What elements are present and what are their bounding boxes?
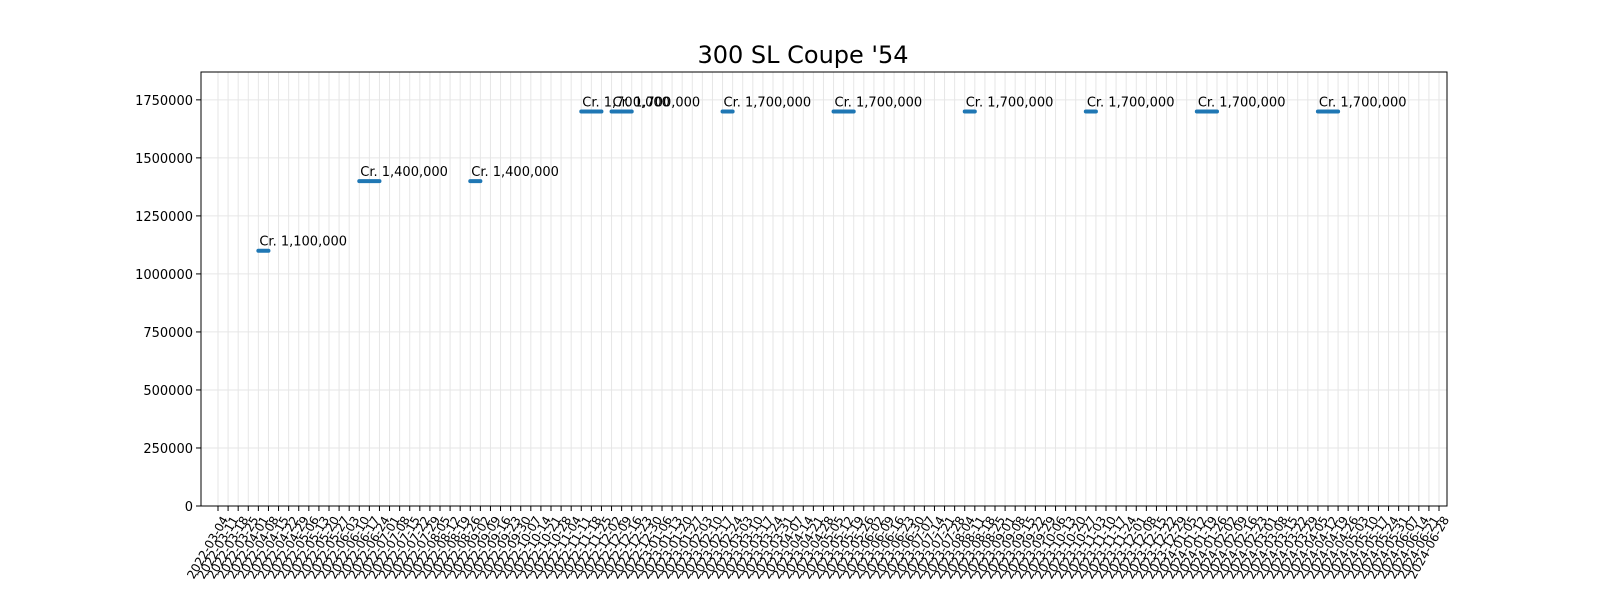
price-data-label: Cr. 1,400,000	[360, 165, 448, 180]
y-tick-label: 0	[185, 500, 193, 515]
y-tick-label: 750000	[143, 326, 193, 341]
y-tick-label: 250000	[143, 442, 193, 457]
y-tick-label: 1250000	[135, 210, 193, 225]
y-tick-label: 1000000	[135, 268, 193, 283]
price-data-label: Cr. 1,700,000	[835, 95, 923, 110]
price-data-label: Cr. 1,700,000	[724, 95, 812, 110]
price-data-label: Cr. 1,700,000	[613, 95, 701, 110]
grid-lines	[201, 72, 1447, 507]
price-data-label: Cr. 1,700,000	[1087, 95, 1175, 110]
series-line	[256, 109, 1341, 253]
plot-frame	[200, 71, 1448, 507]
y-tick-label: 1500000	[135, 152, 193, 167]
price-data-label: Cr. 1,700,000	[582, 95, 670, 110]
price-data-label: Cr. 1,700,000	[1319, 95, 1407, 110]
chart-title: 300 SL Coupe '54	[697, 41, 908, 69]
data-labels: Cr. 1,100,000 Cr. 1,400,000 Cr. 1,400,000 C…	[259, 95, 1406, 249]
price-data-label: Cr. 1,400,000	[471, 165, 559, 180]
price-data-label: Cr. 1,700,000	[1198, 95, 1286, 110]
y-axis: 0 250000 500000 750000 1000000 1250000 1500000…	[135, 94, 201, 515]
price-data-label: Cr. 1,100,000	[259, 235, 347, 250]
y-tick-label: 1750000	[135, 94, 193, 109]
y-tick-label: 500000	[143, 384, 193, 399]
x-axis: 2022-03-042022-03-112022-03-182022-03-25…	[184, 506, 1452, 581]
price-data-label: Cr. 1,700,000	[966, 95, 1054, 110]
